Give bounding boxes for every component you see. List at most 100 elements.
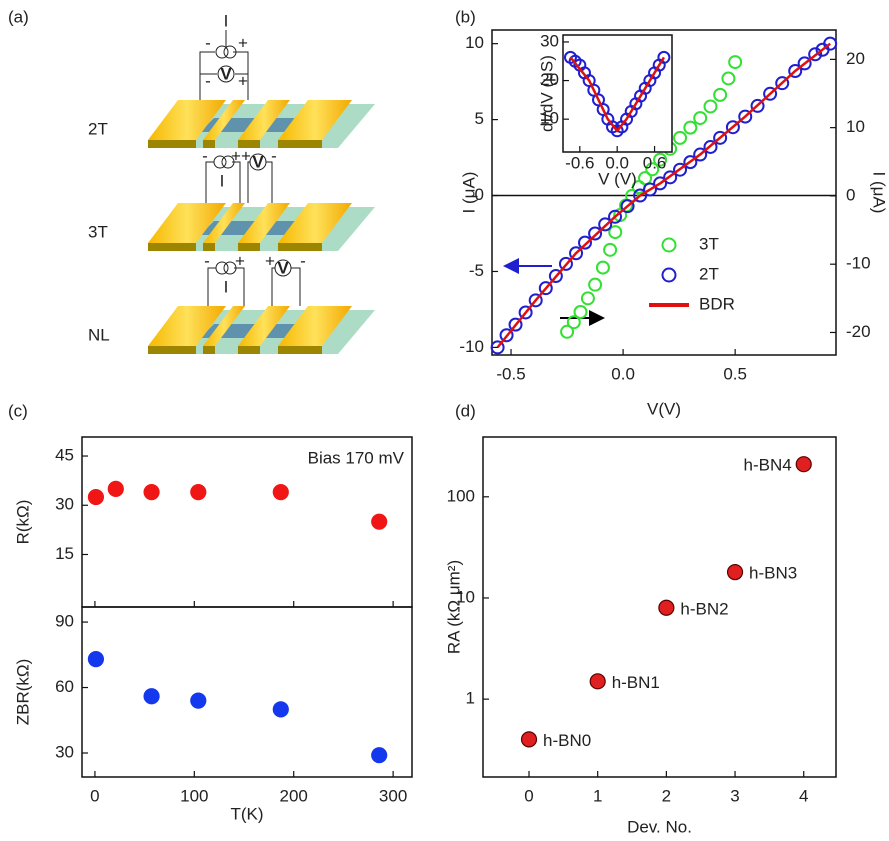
electrode-side (278, 243, 322, 251)
data-point (633, 188, 648, 203)
voltmeter (274, 259, 292, 277)
electrode-side (203, 346, 215, 354)
electrode-top (203, 306, 245, 346)
data-point (580, 291, 595, 306)
x-tick-label: 0.5 (723, 364, 747, 383)
y-tick-label: 30 (540, 31, 559, 50)
data-point (726, 564, 744, 581)
y-axis-label: I (μA) (459, 172, 478, 214)
data-point (703, 99, 718, 114)
current-symbol: I (220, 171, 225, 190)
wire (232, 161, 241, 203)
x-tick-label: -0.5 (496, 364, 525, 383)
y-tick-label: 10 (456, 587, 475, 606)
data-point (713, 130, 728, 145)
y-axis-label: dI/dV (μS) (537, 55, 556, 132)
x-tick-label: 0 (90, 786, 99, 805)
inset-frame (562, 34, 673, 153)
data-point (598, 217, 613, 232)
data-point (658, 599, 675, 616)
electrode-top (148, 100, 226, 140)
y2-tick-label: 0 (846, 185, 855, 204)
data-point (490, 340, 505, 355)
polarity: - (271, 146, 277, 165)
data-point (87, 651, 105, 668)
electrode-side (278, 140, 322, 148)
data-point (693, 147, 708, 162)
data-point (272, 701, 289, 718)
plot-frame (482, 436, 837, 778)
data-point (713, 87, 728, 102)
data-point (588, 226, 603, 241)
y-tick-label: 30 (55, 495, 74, 514)
data-point (642, 182, 657, 197)
electrode-side (203, 140, 215, 148)
y-tick-label: 5 (475, 109, 484, 128)
data-point (608, 225, 623, 240)
electrode-top (148, 306, 226, 346)
data-point (683, 120, 698, 135)
data-point (190, 692, 207, 709)
wire (207, 267, 218, 306)
data-point (558, 256, 573, 271)
data-point (728, 55, 743, 70)
polarity: - (205, 33, 211, 52)
point-label: h-BN3 (749, 564, 797, 583)
y-tick-label: 1 (466, 689, 475, 708)
y-tick-label: -5 (469, 261, 484, 280)
electrode-top (278, 100, 352, 140)
legend-swatch (661, 237, 677, 253)
wire (247, 161, 250, 203)
data-point (693, 111, 708, 126)
data-point (795, 456, 812, 473)
wire (266, 161, 273, 203)
data-point (588, 277, 603, 292)
x-axis-label: V(V) (647, 399, 681, 418)
current-symbol: I (224, 277, 229, 296)
y-tick-label: 10 (465, 33, 484, 52)
electrode-side (148, 346, 196, 354)
polarity: - (202, 146, 208, 165)
polarity: - (204, 251, 210, 270)
y-tick-label: 60 (55, 677, 74, 696)
data-point (663, 170, 678, 185)
point-label: h-BN4 (744, 456, 792, 475)
x-tick-label: 0.0 (605, 153, 629, 172)
data-point (603, 242, 618, 257)
plot-frame (81, 606, 413, 778)
data-point (797, 56, 812, 71)
y-tick-label: 90 (55, 612, 74, 631)
y2-tick-label: -20 (846, 322, 871, 341)
x-tick-label: 0.0 (611, 364, 635, 383)
voltmeter-symbol: V (252, 152, 264, 171)
data-point (788, 64, 803, 79)
x-tick-label: 100 (180, 786, 208, 805)
y2-tick-label: -10 (846, 254, 871, 273)
x-tick-label: 300 (379, 786, 407, 805)
panel-label: (a) (8, 7, 29, 26)
electrode-top (203, 203, 245, 243)
row-label: 3T (88, 222, 108, 241)
y2-tick-label: 10 (846, 117, 865, 136)
x-tick-label: 200 (280, 786, 308, 805)
panel-label: (c) (8, 401, 28, 420)
data-point (645, 162, 660, 177)
data-point (578, 235, 593, 250)
data-point (508, 317, 523, 332)
y-axis-label: ZBR(kΩ) (13, 659, 32, 726)
y-tick-label: 15 (55, 544, 74, 563)
wire (234, 267, 245, 306)
voltmeter-symbol: V (277, 258, 289, 277)
x-tick-label: 3 (730, 786, 739, 805)
data-point (520, 731, 538, 748)
x-axis-label: V (V) (598, 169, 637, 188)
data-point (775, 76, 790, 91)
wire (271, 267, 275, 306)
data-point (190, 484, 207, 501)
x-tick-label: -0.6 (565, 153, 594, 172)
y2-tick-label: 20 (846, 49, 865, 68)
data-point (620, 199, 635, 214)
electrode-side (278, 346, 322, 354)
legend-label: 3T (699, 234, 719, 253)
fit-line (569, 56, 665, 133)
